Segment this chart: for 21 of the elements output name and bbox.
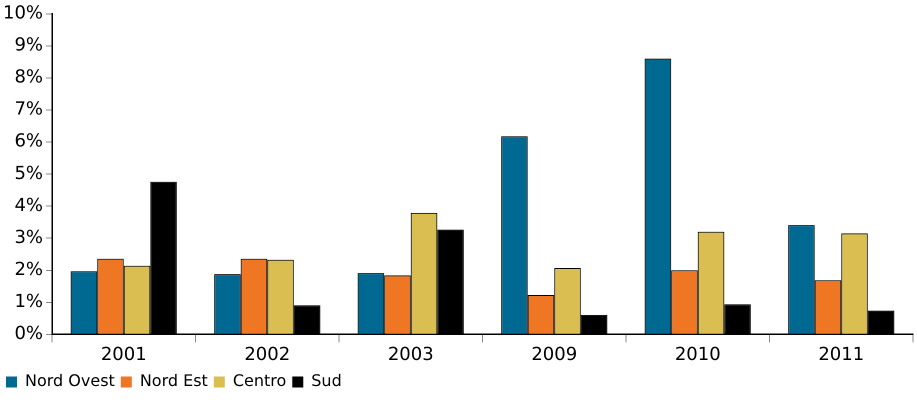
y-tick-label: 1% (14, 291, 44, 312)
x-tick-label: 2001 (100, 344, 147, 365)
y-tick-label: 10% (2, 2, 44, 24)
y-tick-label: 4% (14, 194, 44, 216)
legend-label: Sud (311, 371, 342, 390)
y-tick-label: 5% (14, 162, 44, 184)
y-tick-label: 3% (14, 226, 44, 248)
y-tick-label: 7% (14, 98, 44, 120)
x-tick-label: 2009 (531, 344, 578, 365)
x-tick-label: 2002 (244, 344, 290, 365)
y-tick-label: 6% (14, 130, 44, 152)
y-tick-label: 8% (14, 66, 44, 88)
x-tick-label: 2011 (818, 344, 864, 365)
y-tick-label: 2% (14, 258, 44, 280)
legend-label: Nord Est (140, 371, 208, 390)
legend-label: Centro (232, 371, 286, 390)
x-tick-label: 2010 (674, 344, 721, 365)
legend-label: Nord Ovest (25, 371, 115, 390)
y-tick-label: 0% (14, 323, 44, 344)
y-tick-label: 9% (14, 34, 44, 56)
x-tick-label: 2003 (388, 344, 434, 365)
